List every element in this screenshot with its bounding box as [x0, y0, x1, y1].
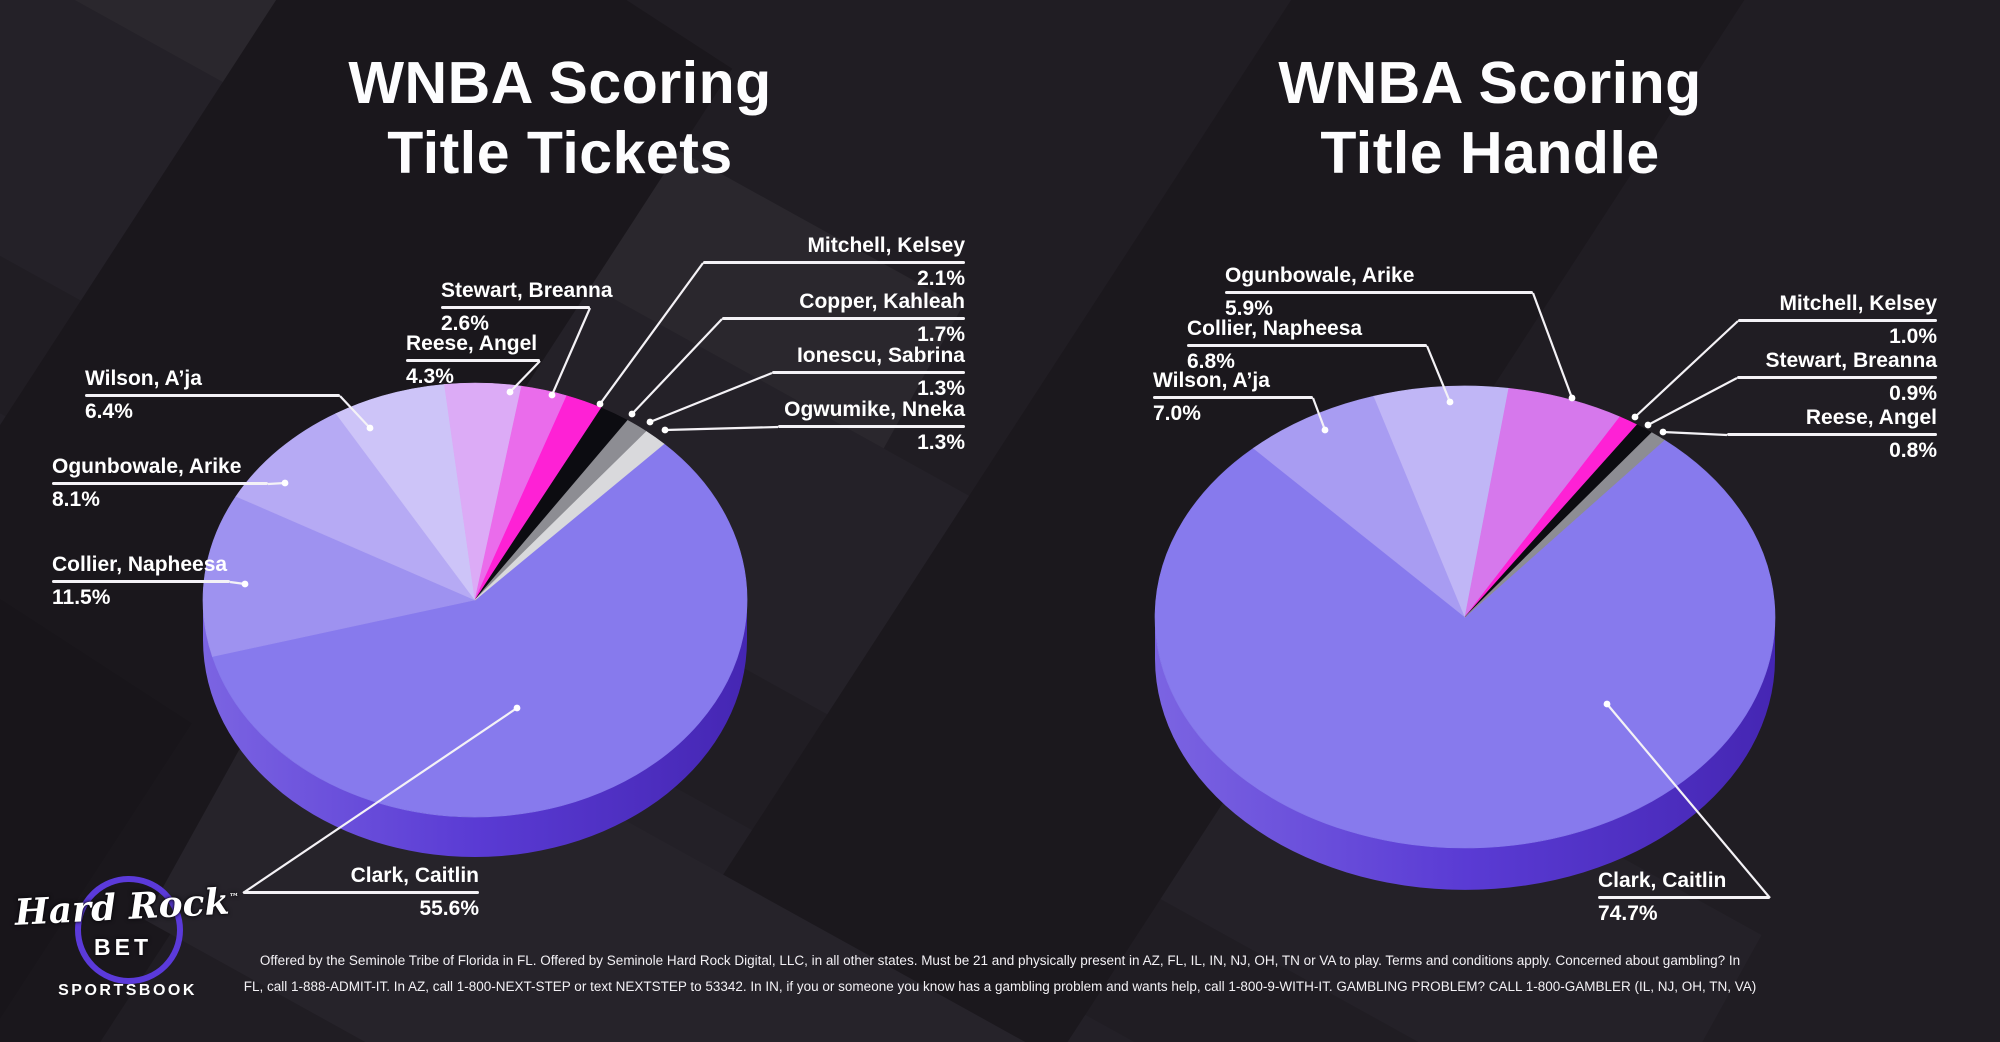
chart-title-handle: WNBA Scoring Title Handle — [1165, 48, 1815, 188]
leader-line — [339, 395, 371, 429]
leader-dot-icon — [1321, 426, 1329, 434]
leader-dot-icon — [1644, 421, 1652, 429]
logo-brand-text: Hard Rock — [13, 880, 231, 934]
leader-dot-icon — [628, 410, 636, 418]
chart-title-line: WNBA Scoring — [1278, 50, 1702, 116]
leader-line — [649, 371, 773, 424]
leader-line — [1647, 377, 1738, 426]
chart-title-line: Title Tickets — [387, 120, 733, 186]
leader-line — [1606, 703, 1771, 899]
disclaimer-line-2: FL, call 1-888-ADMIT-IT. In AZ, call 1-8… — [243, 979, 1757, 994]
logo-ring-icon — [75, 876, 183, 984]
hard-rock-bet-logo: Hard Rock™ BET SPORTSBOOK — [14, 860, 239, 1010]
leader-dot-icon — [366, 424, 374, 432]
pie-slice-wilson-a-ja — [335, 384, 476, 601]
leader-line — [550, 307, 592, 396]
pie-slice-clark-caitlin — [211, 443, 748, 818]
disclaimer-line-1: Offered by the Seminole Tribe of Florida… — [259, 953, 1741, 968]
disclaimer-text: Offered by the Seminole Tribe of Florida… — [150, 948, 1850, 1000]
chart-title-tickets: WNBA Scoring Title Tickets — [235, 48, 885, 188]
pie-slice-ogunbowale-arike — [235, 413, 476, 601]
leader-line — [509, 360, 541, 393]
chart-title-line: WNBA Scoring — [348, 50, 772, 116]
pie-3d-side — [203, 600, 747, 857]
pie-slice-collier-napheesa — [1373, 385, 1510, 619]
leader-dot-icon — [646, 418, 654, 426]
leader-dot-icon — [548, 391, 556, 399]
leader-line — [631, 318, 723, 415]
pie-slice-ogunbowale-arike — [1464, 387, 1621, 618]
leader-dot-icon — [1631, 413, 1639, 421]
leader-line — [1662, 430, 1728, 437]
leader-dot-icon — [513, 704, 521, 712]
leader-line — [1311, 397, 1327, 431]
leader-dot-icon — [1446, 398, 1454, 406]
leader-dot-icon — [281, 479, 289, 487]
pie-slice-collier-napheesa — [202, 495, 476, 657]
logo-sportsbook-text: SPORTSBOOK — [58, 982, 197, 999]
leader-dot-icon — [596, 400, 604, 408]
pie-slice-ogwumike-nneka — [474, 431, 665, 601]
chart-title-line: Title Handle — [1320, 120, 1660, 186]
pie-3d-side — [1155, 617, 1775, 890]
leader-dot-icon — [506, 388, 514, 396]
leader-line — [242, 707, 518, 894]
leader-dot-icon — [1568, 394, 1576, 402]
leader-line — [1425, 345, 1452, 403]
logo-trademark: ™ — [228, 892, 240, 904]
leader-dot-icon — [1603, 700, 1611, 708]
leader-line — [1634, 320, 1739, 418]
leader-line — [664, 425, 779, 432]
leader-dot-icon — [1659, 428, 1667, 436]
leader-dot-icon — [661, 426, 669, 434]
pie-slice-reese-angel — [1464, 432, 1665, 618]
leader-dot-icon — [241, 580, 249, 588]
pie-slice-wilson-a-ja — [1252, 395, 1466, 618]
leader-line — [1531, 292, 1574, 399]
logo-hard-rock-wordmark: Hard Rock™ — [11, 880, 243, 934]
pie-slice-clark-caitlin — [1154, 439, 1776, 849]
leader-line — [599, 262, 704, 405]
logo-bet-text: BET — [94, 934, 152, 960]
